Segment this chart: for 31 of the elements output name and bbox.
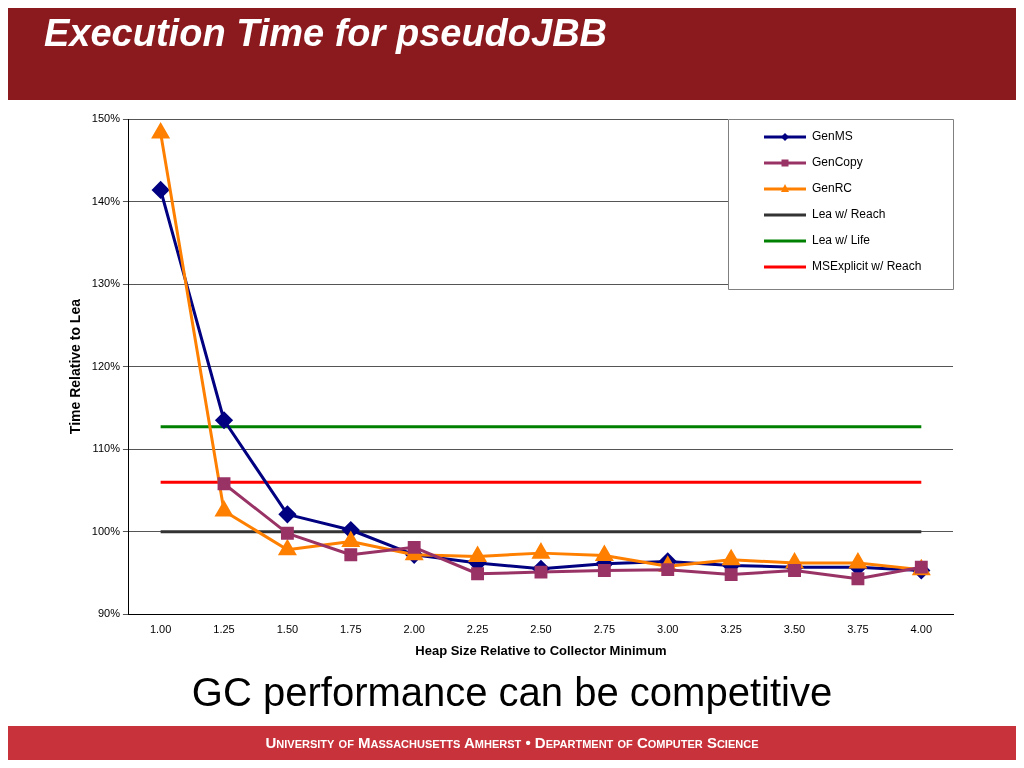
x-tick-label: 2.75 [593,622,616,635]
legend-label: GenCopy [812,155,863,170]
x-tick-label: 4.00 [910,622,933,635]
legend-label: GenMS [812,129,853,144]
legend-label: GenRC [812,181,853,196]
x-tick-label: 3.75 [847,622,869,635]
x-tick-label: 1.00 [149,622,172,635]
y-tick-label: 90% [97,607,121,620]
legend-label: Lea w/ Reach [812,207,886,222]
y-tick-label: 120% [91,359,121,372]
y-tick-label: 100% [91,524,121,537]
text: GC performance can be competitive [190,670,834,715]
y-tick-label: 110% [92,442,121,455]
y-tick-label: 140% [91,194,121,207]
x-tick-label: 3.50 [783,622,806,635]
legend-label: MSExplicit w/ Reach [812,259,922,274]
x-tick-label: 3.00 [657,622,679,635]
y-tick-label: 150% [91,112,121,125]
chart-title: Execution Time for pseudoJBB [44,12,609,54]
y-axis-title: Time Relative to Lea [67,298,84,435]
x-tick-label: 3.25 [720,622,742,635]
x-axis-title: Heap Size Relative to Collector Minimum [415,642,667,658]
x-tick-label: 2.25 [466,622,489,635]
x-tick-label: 1.50 [276,622,299,635]
legend-label: Lea w/ Life [812,233,871,248]
x-tick-label: 2.50 [530,622,552,635]
x-tick-label: 1.25 [213,622,235,635]
x-tick-label: 1.75 [340,622,362,635]
text: University of Massachusetts Amherst • Department of Computer Science [264,734,760,751]
x-tick-label: 2.00 [403,622,425,635]
y-tick-label: 130% [91,277,121,290]
